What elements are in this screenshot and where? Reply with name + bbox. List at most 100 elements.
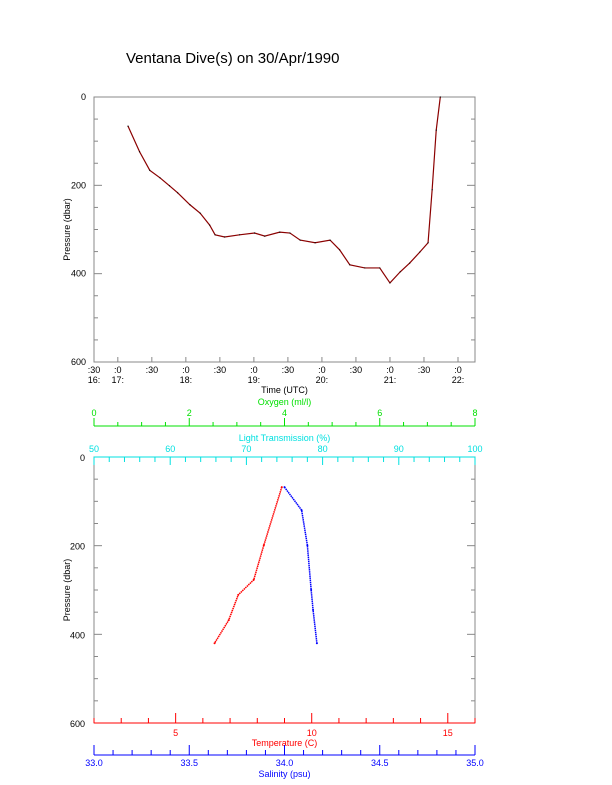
temperature-point bbox=[227, 619, 230, 622]
data-point bbox=[299, 239, 301, 241]
oxygen-tick-label: 0 bbox=[91, 408, 96, 418]
light-tick-label: 90 bbox=[394, 444, 404, 454]
salinity-point bbox=[310, 589, 313, 591]
data-point bbox=[427, 242, 429, 244]
x-tick-label-hour: 17: bbox=[112, 375, 125, 385]
data-point bbox=[199, 212, 201, 214]
y-axis-label: Pressure (dbar) bbox=[62, 198, 72, 261]
data-point bbox=[159, 177, 161, 179]
temperature-point bbox=[280, 486, 283, 489]
x-tick-label-hour: 18: bbox=[180, 375, 193, 385]
temperature-tick-label: 10 bbox=[307, 728, 317, 738]
data-point bbox=[289, 232, 291, 234]
oxygen-tick-label: 4 bbox=[282, 408, 287, 418]
oxygen-tick-label: 2 bbox=[187, 408, 192, 418]
x-tick-label-minute: :30 bbox=[214, 365, 227, 375]
data-point bbox=[168, 185, 171, 187]
data-point bbox=[224, 236, 226, 238]
y-tick-label: 600 bbox=[71, 357, 86, 367]
x-tick-label-hour: 20: bbox=[316, 375, 329, 385]
salinity-point bbox=[312, 608, 315, 611]
data-point bbox=[419, 251, 421, 253]
x-tick-label-minute: :0 bbox=[386, 365, 394, 375]
data-point bbox=[189, 204, 191, 206]
x-tick-label-hour: 16: bbox=[88, 375, 101, 385]
x-tick-label-minute: :0 bbox=[250, 365, 258, 375]
data-point bbox=[279, 231, 281, 233]
light-tick-label: 100 bbox=[467, 444, 482, 454]
salinity-point bbox=[306, 544, 309, 547]
x-tick-label-hour: 22: bbox=[452, 375, 465, 385]
y-tick-label: 600 bbox=[70, 719, 85, 729]
x-tick-label-minute: :30 bbox=[418, 365, 431, 375]
salinity-tick-label: 34.0 bbox=[276, 758, 294, 768]
x-tick-label-minute: :30 bbox=[88, 365, 101, 375]
x-tick-label-minute: :0 bbox=[114, 365, 122, 375]
data-point bbox=[253, 232, 256, 234]
data-point bbox=[379, 267, 381, 269]
data-point bbox=[399, 271, 401, 273]
chart-title: Ventana Dive(s) on 30/Apr/1990 bbox=[126, 50, 340, 67]
salinity-tick-label: 35.0 bbox=[466, 758, 484, 768]
plot-frame-top bbox=[93, 96, 476, 363]
data-point bbox=[409, 262, 411, 264]
x-axis-label: Time (UTC) bbox=[261, 385, 308, 395]
data-point bbox=[439, 96, 441, 98]
salinity-point bbox=[315, 642, 318, 645]
oxygen-axis-label: Oxygen (ml/l) bbox=[258, 397, 312, 407]
data-point bbox=[349, 264, 351, 266]
plot-frame-bottom bbox=[93, 456, 476, 724]
data-point bbox=[127, 125, 129, 127]
salinity-tick-label: 33.0 bbox=[85, 758, 103, 768]
data-point bbox=[389, 282, 391, 284]
salinity-profile bbox=[283, 486, 318, 644]
y-tick-label: 0 bbox=[80, 453, 85, 463]
salinity-point bbox=[300, 509, 303, 512]
y-axis-label: Pressure (dbar) bbox=[62, 559, 72, 622]
temperature-tick-label: 15 bbox=[443, 728, 453, 738]
data-point bbox=[339, 249, 341, 251]
temperature-point bbox=[252, 578, 255, 581]
x-tick-label-minute: :30 bbox=[146, 365, 159, 375]
data-point bbox=[177, 192, 179, 194]
light-tick-label: 70 bbox=[241, 444, 251, 454]
temperature-point bbox=[213, 642, 216, 645]
x-tick-label-hour: 21: bbox=[384, 375, 397, 385]
y-tick-label: 400 bbox=[71, 269, 86, 279]
data-point bbox=[364, 267, 366, 269]
salinity-axis-label: Salinity (psu) bbox=[258, 769, 310, 779]
x-tick-label-minute: :30 bbox=[282, 365, 295, 375]
x-tick-label-minute: :30 bbox=[350, 365, 363, 375]
salinity-tick-label: 34.5 bbox=[371, 758, 389, 768]
data-point bbox=[431, 189, 433, 191]
data-point bbox=[138, 151, 141, 153]
y-tick-label: 400 bbox=[70, 630, 85, 640]
light-tick-label: 50 bbox=[89, 444, 99, 454]
data-point bbox=[149, 169, 151, 171]
x-tick-label-minute: :0 bbox=[454, 365, 462, 375]
data-point bbox=[209, 224, 211, 226]
light-tick-label: 60 bbox=[165, 444, 175, 454]
temperature-point bbox=[237, 593, 240, 596]
x-tick-label-minute: :0 bbox=[318, 365, 326, 375]
data-point bbox=[214, 234, 216, 236]
temperature-tick-label: 5 bbox=[173, 728, 178, 738]
salinity-point bbox=[283, 486, 286, 489]
data-point bbox=[435, 129, 437, 131]
pressure-line bbox=[127, 96, 441, 284]
oxygen-tick-label: 6 bbox=[377, 408, 382, 418]
data-point bbox=[238, 234, 241, 236]
salinity-tick-label: 33.5 bbox=[180, 758, 198, 768]
oxygen-tick-label: 8 bbox=[472, 408, 477, 418]
y-tick-label: 200 bbox=[70, 542, 85, 552]
data-point bbox=[329, 239, 331, 241]
y-tick-label: 0 bbox=[81, 92, 86, 102]
temperature-point bbox=[262, 544, 265, 547]
light-axis-label: Light Transmission (%) bbox=[239, 433, 331, 443]
x-tick-label-minute: :0 bbox=[182, 365, 190, 375]
x-tick-label-hour: 19: bbox=[248, 375, 261, 385]
data-point bbox=[314, 242, 316, 244]
temperature-profile bbox=[213, 486, 283, 644]
